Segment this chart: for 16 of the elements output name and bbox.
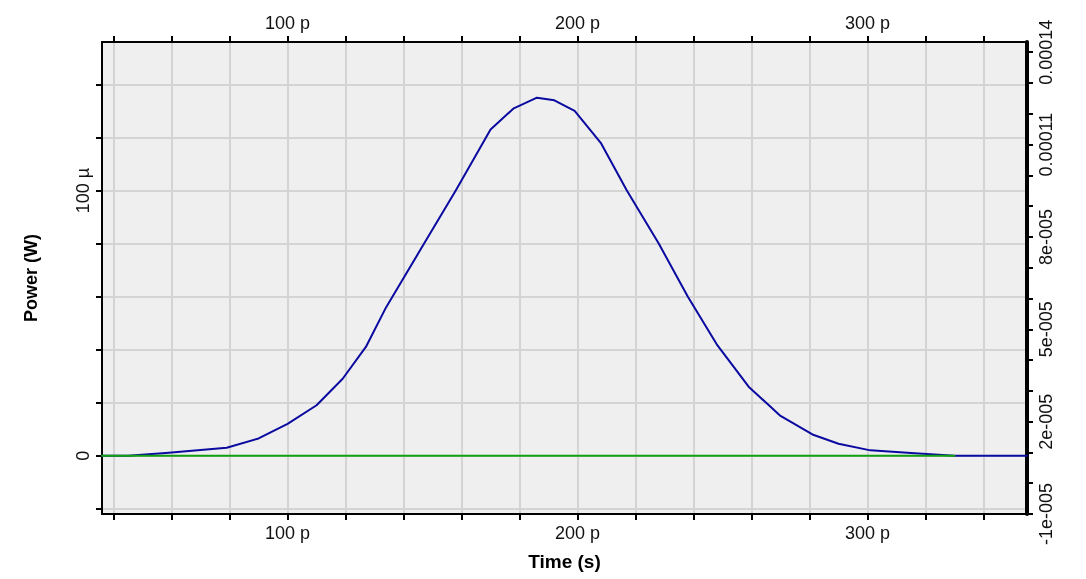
x2-tick-label: 100 p (265, 13, 311, 33)
y-tick-label: 100 µ (73, 167, 93, 214)
x-axis-title: Time (s) (528, 551, 601, 572)
y-axis-title: Power (W) (21, 234, 41, 322)
x-tick-label: 200 p (555, 523, 601, 543)
y2-tick-label: 0.00011 (1036, 112, 1056, 177)
x-tick-label: 300 p (844, 523, 891, 543)
x2-tick-label: 300 p (844, 13, 891, 33)
y2-tick-label: 8e-005 (1036, 208, 1056, 265)
y2-tick-label: 0.00014 (1036, 19, 1056, 85)
y2-tick-label: 2e-005 (1036, 393, 1056, 450)
x-tick-label: 100 p (265, 523, 311, 543)
y2-tick-label: -1e-005 (1036, 482, 1056, 546)
y2-tick-label: 5e-005 (1036, 301, 1056, 358)
x2-tick-label: 200 p (555, 13, 601, 33)
y-tick-label: 0 (73, 450, 93, 461)
